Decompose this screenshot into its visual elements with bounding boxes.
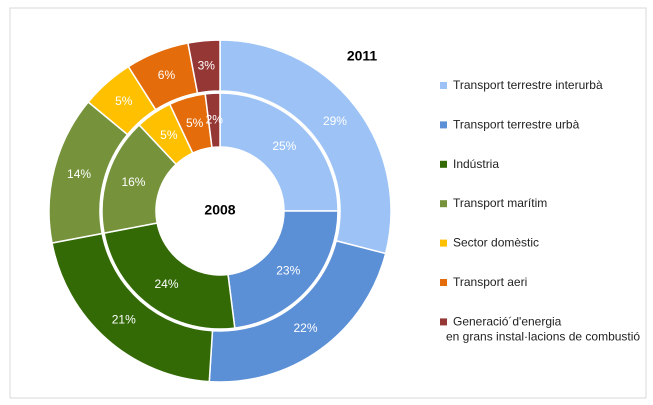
data-label: 21%	[112, 312, 136, 326]
legend-swatch	[440, 121, 447, 129]
data-label: 24%	[154, 277, 178, 291]
legend-label: Sector domèstic	[453, 236, 539, 250]
donut-slice	[187, 39, 221, 95]
data-label: 23%	[276, 263, 300, 277]
legend-label: Indústria	[453, 157, 499, 171]
donut-slice	[204, 92, 221, 149]
legend-swatch	[440, 239, 447, 247]
donut-slice	[103, 222, 236, 330]
legend-swatch	[440, 82, 447, 89]
legend-label: Transport terrestre interurbà	[453, 78, 603, 92]
legend-label: Transport terrestre urbà	[453, 118, 580, 132]
donut-slice	[219, 39, 392, 255]
legend-label: Generació´d'energia en grans instal·lacio…	[446, 315, 640, 344]
legend-swatch	[440, 160, 447, 168]
data-label: 5%	[160, 128, 178, 142]
data-label: 14%	[67, 167, 91, 181]
donut-slice	[227, 210, 339, 329]
data-label: 16%	[121, 175, 145, 189]
inner-series-label: 2008	[204, 202, 235, 218]
legend-swatch	[440, 279, 447, 286]
legend-label: Transport marítim	[453, 196, 547, 210]
outer-series-label: 2011	[347, 48, 378, 64]
data-label: 29%	[323, 114, 347, 128]
data-label: 2%	[206, 112, 224, 126]
data-label: 25%	[272, 139, 296, 153]
data-label: 22%	[294, 321, 318, 335]
legend-swatch	[440, 200, 447, 208]
donut-slice	[219, 92, 339, 212]
data-label: 5%	[115, 94, 133, 108]
data-label: 6%	[158, 68, 176, 82]
data-label: 5%	[186, 116, 204, 130]
legend-swatch	[440, 318, 447, 326]
legend-label: Transport aeri	[453, 275, 527, 289]
data-label: 3%	[198, 58, 216, 72]
